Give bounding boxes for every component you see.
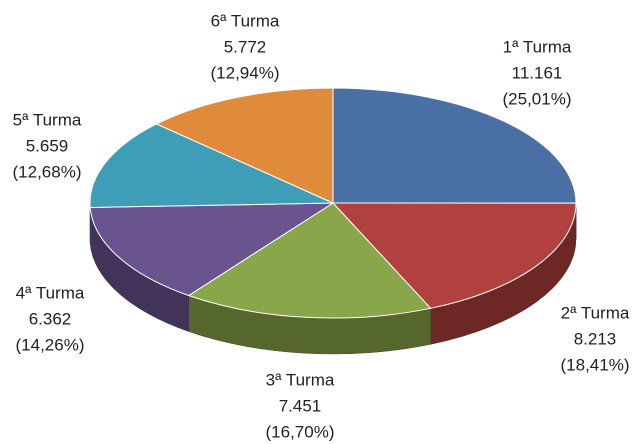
slice-label: 1ª Turma [503,37,572,56]
slice [155,87,334,204]
slice [187,202,432,319]
percent-label: (18,41%) [561,355,630,374]
value-label: 6.362 [29,309,72,328]
slice [331,202,577,309]
percent-label: (12,94%) [211,63,280,82]
slice [89,123,334,208]
slice-label: 3ª Turma [266,370,335,389]
slice-label: 6ª Turma [211,11,280,30]
percent-label: (25,01%) [503,89,572,108]
slice [332,87,577,204]
value-label: 7.451 [279,396,322,415]
value-label: 5.772 [224,37,267,56]
value-label: 11.161 [512,63,563,82]
slice-label: 2ª Turma [561,303,630,322]
percent-label: (16,70%) [266,422,335,441]
percent-label: (12,68%) [13,162,82,181]
slice-label: 4ª Turma [16,283,85,302]
value-label: 8.213 [574,329,617,348]
slice-label: 5ª Turma [13,110,82,129]
percent-label: (14,26%) [16,335,85,354]
value-label: 5.659 [26,136,69,155]
slice [89,202,335,297]
